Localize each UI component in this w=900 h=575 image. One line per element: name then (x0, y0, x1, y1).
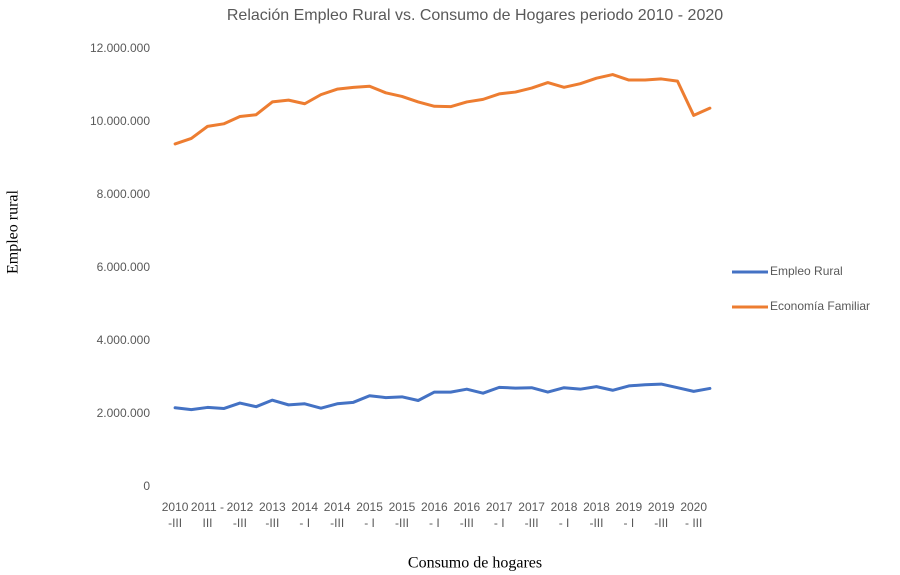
y-tick-label: 2.000.000 (97, 406, 151, 420)
y-axis-title: Empleo rural (5, 189, 22, 274)
x-tick-label: 2014 -III (323, 500, 351, 530)
x-tick-label: 2016 - I (421, 500, 448, 530)
x-tick-label: 2020 - III (680, 500, 708, 530)
legend-label: Economía Familiar (770, 299, 870, 313)
x-tick-label: 2013 -III (258, 500, 286, 530)
x-tick-label: 2014 - I (291, 500, 319, 530)
x-tick-label: 2010 -III (161, 500, 189, 530)
legend-label: Empleo Rural (770, 264, 843, 278)
x-tick-label: 2017 -III (518, 500, 545, 530)
x-tick-label: 2015 - I (356, 500, 383, 530)
line-series (173, 382, 712, 412)
x-tick-label: 2016 -III (453, 500, 481, 530)
x-tick-label: 2017 - I (485, 500, 513, 530)
x-tick-label: 2011 -III (190, 500, 225, 530)
y-tick-label: 12.000.000 (90, 41, 150, 55)
y-tick-label: 10.000.000 (90, 114, 150, 128)
x-axis-title: Consumo de hogares (408, 555, 542, 572)
y-tick-label: 8.000.000 (97, 187, 151, 201)
chart-title: Relación Empleo Rural vs. Consumo de Hog… (227, 7, 723, 24)
x-tick-label: 2018 -III (583, 500, 610, 530)
y-tick-label: 0 (143, 479, 150, 493)
y-tick-label: 4.000.000 (97, 333, 151, 347)
y-tick-label: 6.000.000 (97, 260, 151, 274)
x-tick-label: 2019 -III (647, 500, 675, 530)
x-tick-label: 2019 - I (615, 500, 643, 530)
x-tick-label: 2018 - I (550, 500, 578, 530)
line-series (173, 73, 712, 146)
x-tick-label: 2012 -III (226, 500, 254, 530)
x-tick-label: 2015 -III (388, 500, 416, 530)
